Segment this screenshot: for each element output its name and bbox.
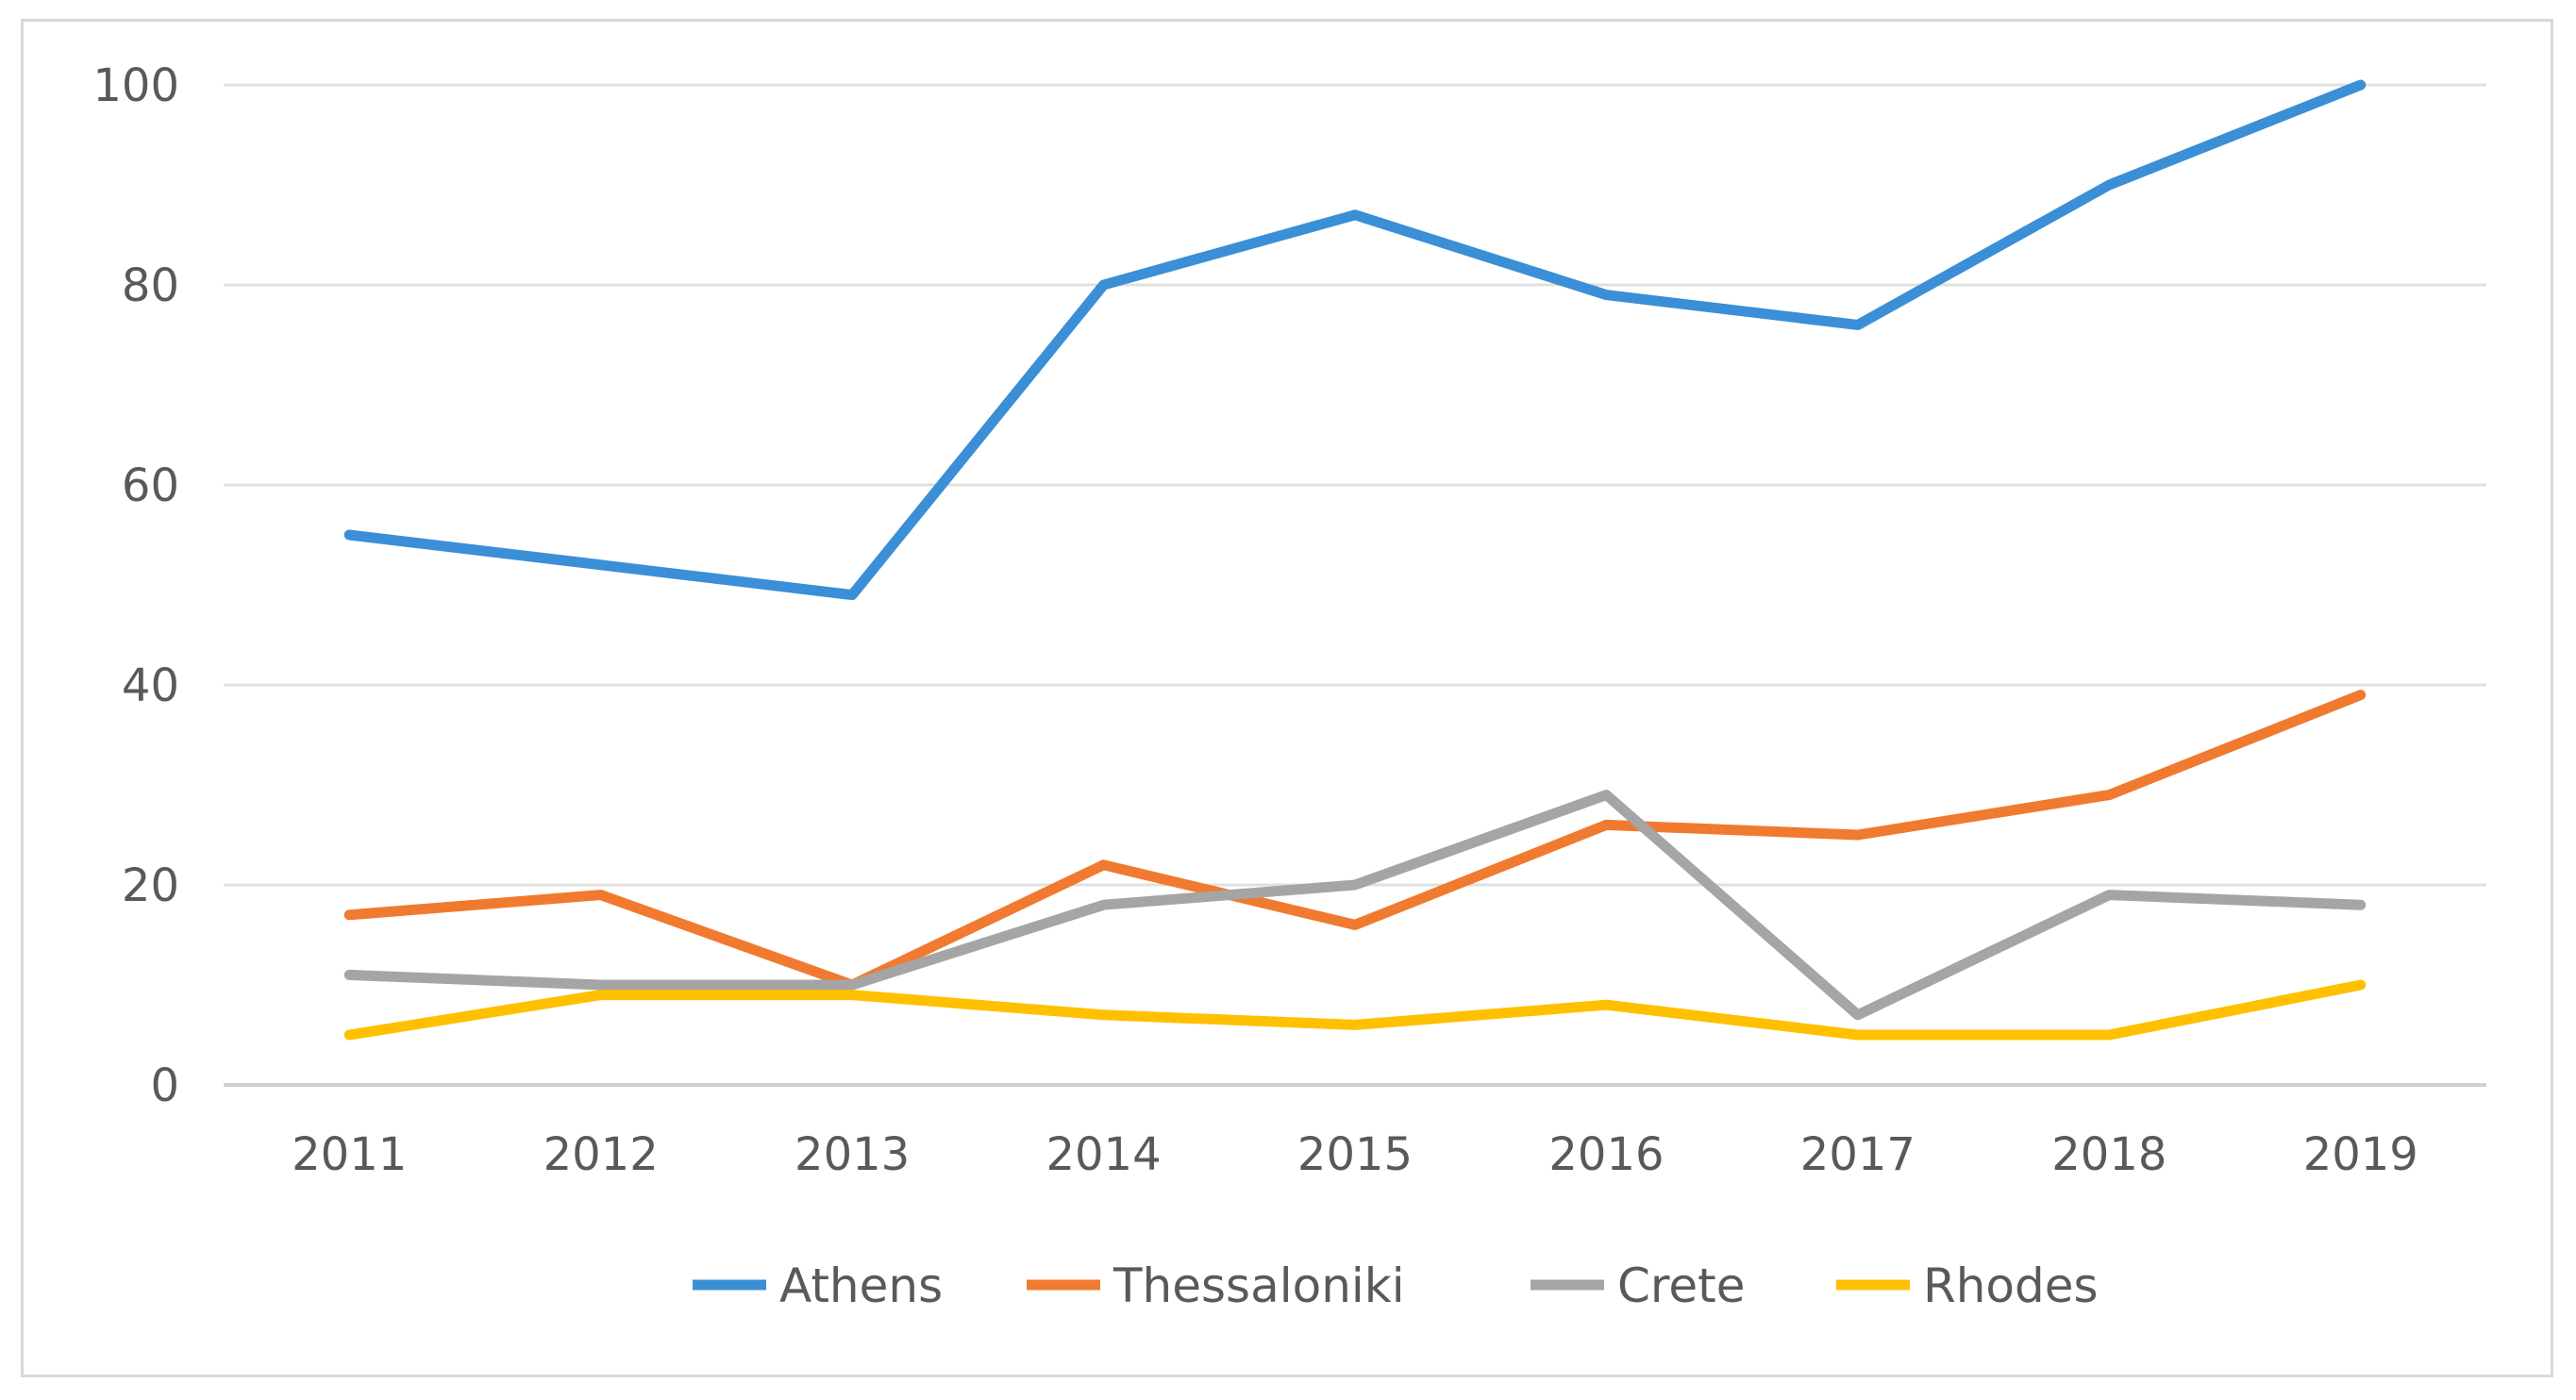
- x-tick-label: 2015: [1297, 1128, 1413, 1181]
- chart-frame: [21, 19, 2553, 1377]
- series-lines: [343, 79, 2367, 1041]
- x-tick-label: 2017: [1800, 1128, 1915, 1181]
- series-line-thessaloniki: [343, 690, 2367, 991]
- y-tick-label: 0: [150, 1059, 179, 1112]
- y-tick-label: 40: [122, 659, 179, 712]
- x-tick-label: 2013: [795, 1128, 910, 1181]
- y-tick-label: 60: [122, 459, 179, 512]
- legend-label-rhodes: Rhodes: [1923, 1258, 2099, 1313]
- x-tick-label: 2011: [292, 1128, 407, 1181]
- y-tick-label: 100: [92, 59, 179, 112]
- y-axis-ticks: 0 20 40 60 80 100: [92, 59, 179, 1112]
- series-line-athens: [343, 79, 2367, 601]
- x-tick-label: 2016: [1548, 1128, 1664, 1181]
- gridlines: [224, 83, 2486, 1087]
- x-tick-label: 2018: [2051, 1128, 2166, 1181]
- legend-label-crete: Crete: [1617, 1258, 1746, 1313]
- x-tick-label: 2012: [544, 1128, 659, 1181]
- y-tick-label: 20: [122, 859, 179, 912]
- x-tick-label: 2019: [2303, 1128, 2418, 1181]
- legend: Athens Thessaloniki Crete Rhodes: [693, 1258, 2099, 1313]
- x-tick-label: 2014: [1045, 1128, 1161, 1181]
- y-tick-label: 80: [122, 259, 179, 312]
- series-line-rhodes: [343, 979, 2367, 1041]
- series-line-crete: [343, 790, 2367, 1021]
- x-axis-ticks: 2011 2012 2013 2014 2015 2016 2017 2018 2019: [292, 1128, 2418, 1181]
- legend-label-athens: Athens: [779, 1258, 943, 1313]
- legend-label-thessaloniki: Thessaloniki: [1112, 1258, 1405, 1313]
